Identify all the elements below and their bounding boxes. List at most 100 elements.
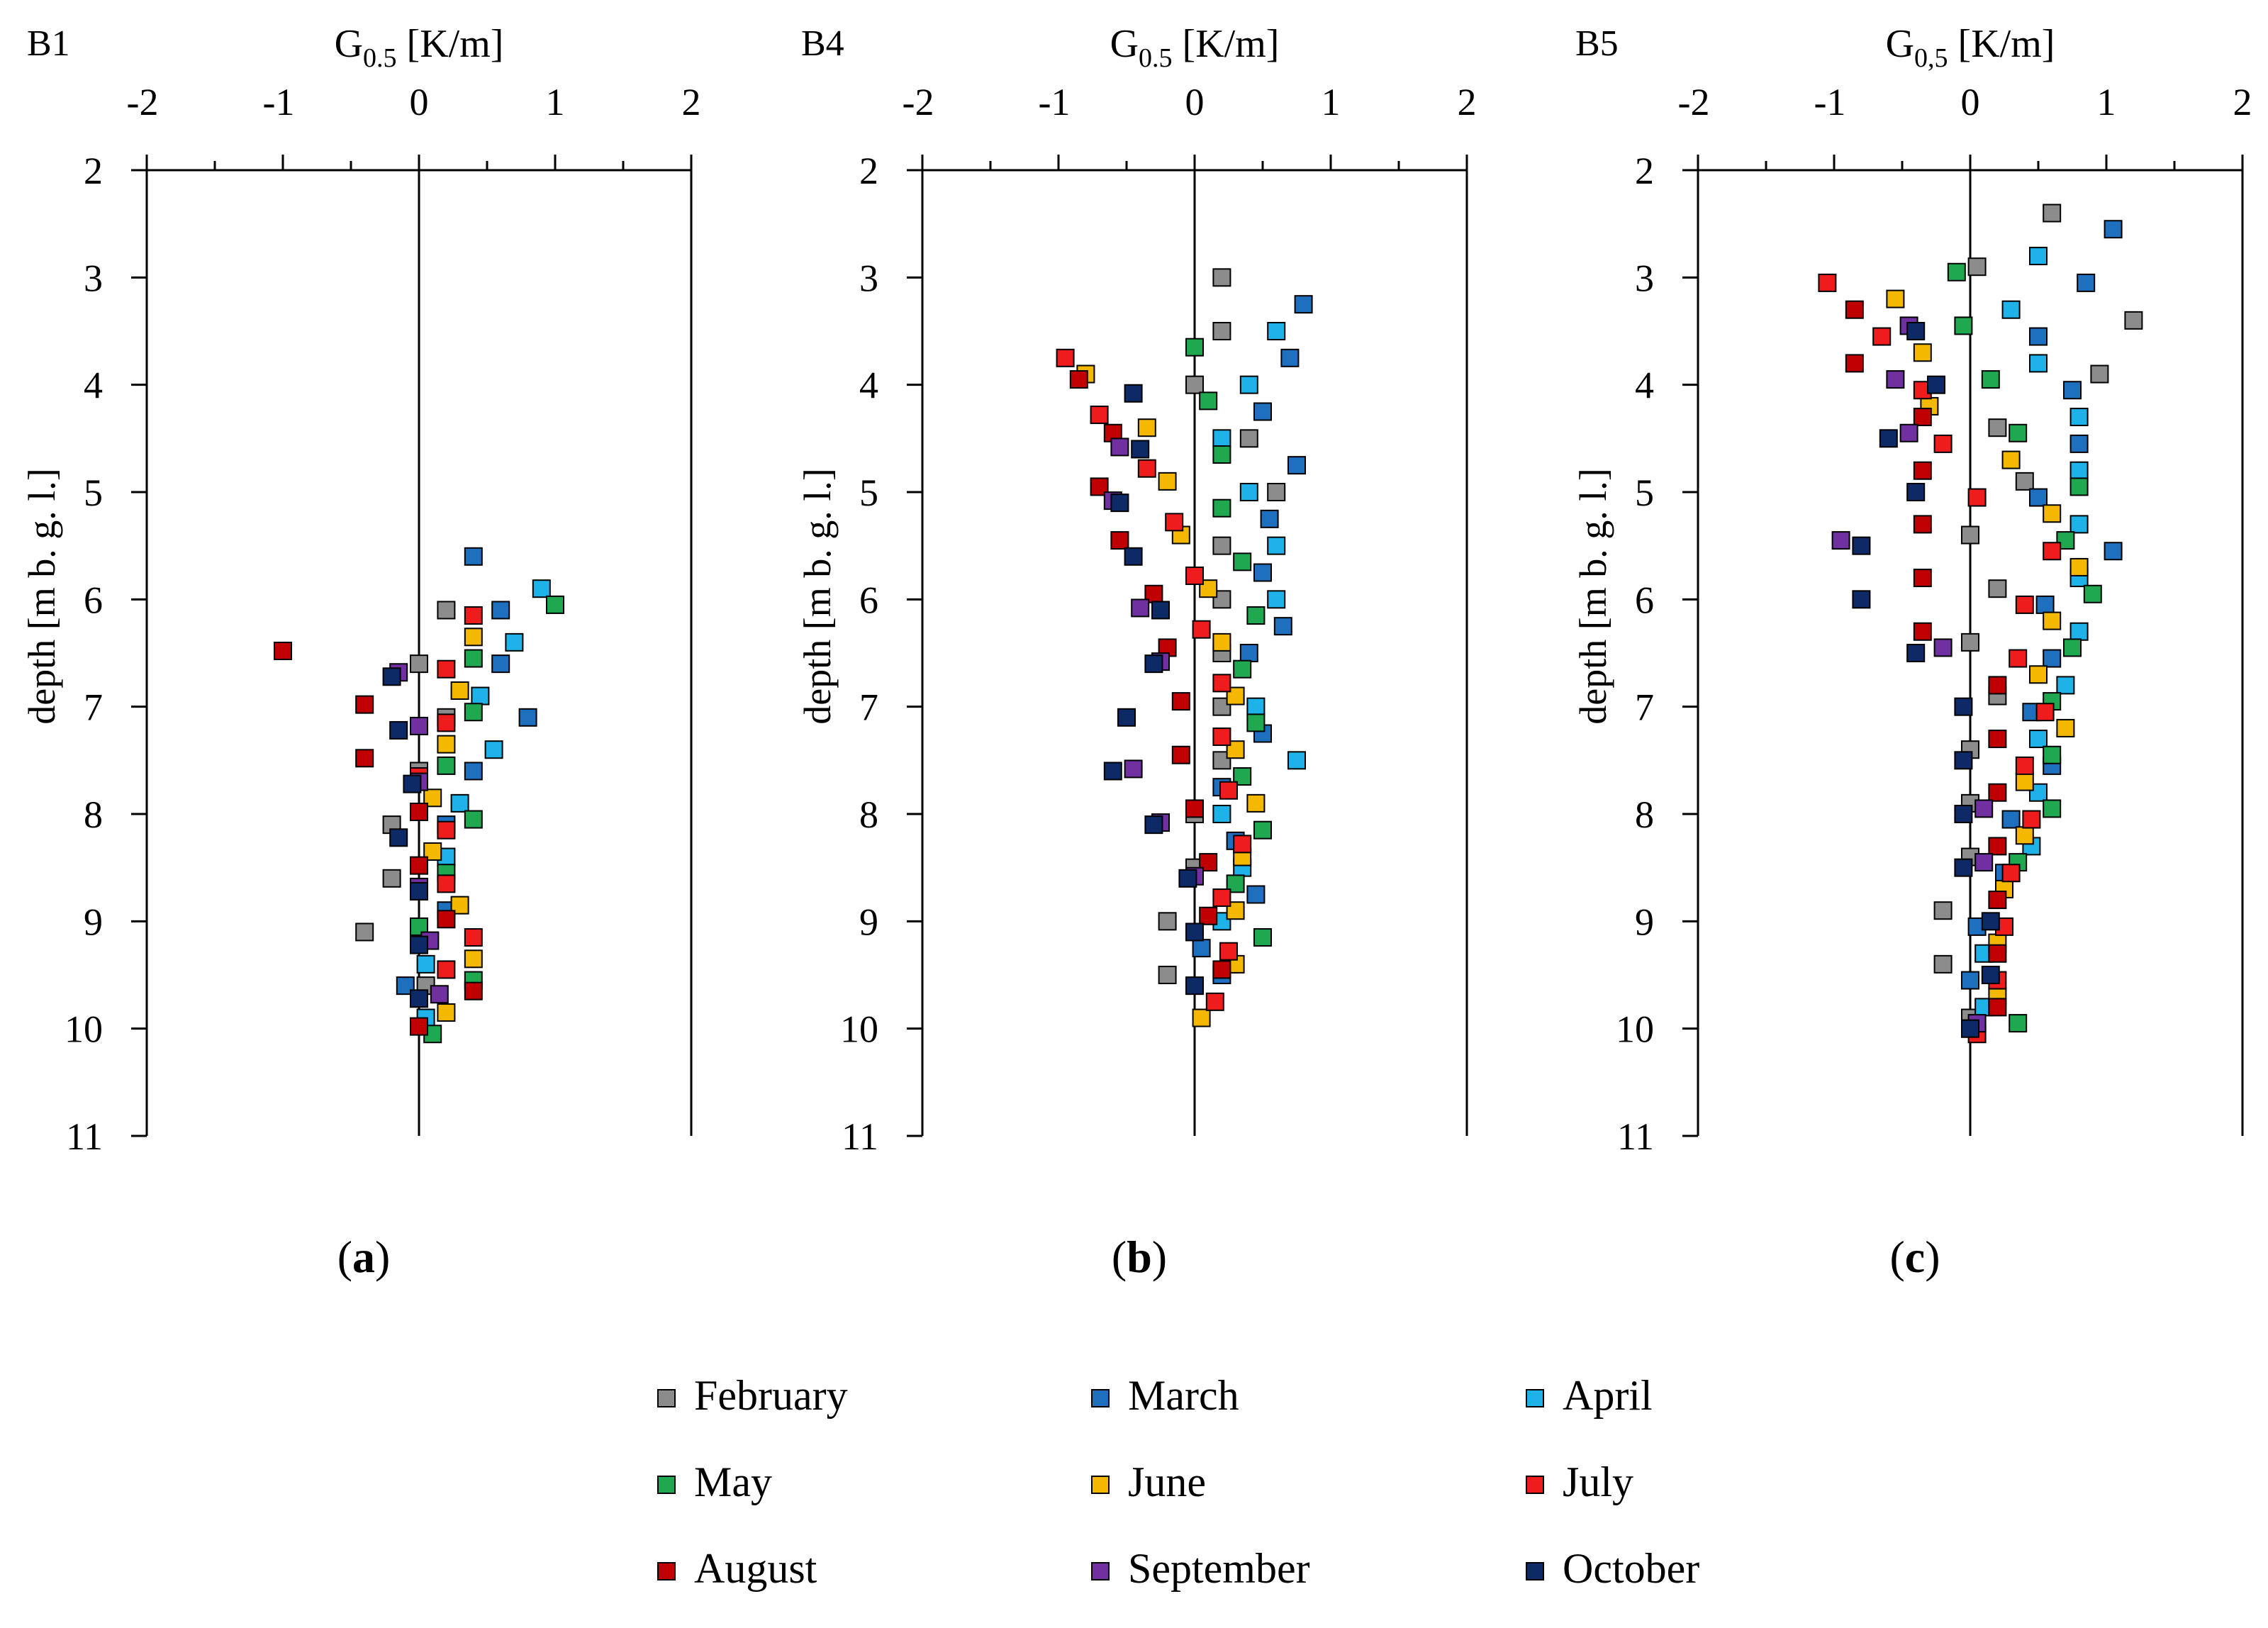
legend-item-september: September bbox=[1091, 1545, 1310, 1592]
data-point bbox=[1246, 793, 1266, 813]
data-point bbox=[518, 708, 537, 727]
x-axis-title-unit: [K/m] bbox=[1948, 22, 2055, 66]
y-tick-label: 2 bbox=[1635, 150, 1654, 192]
data-point bbox=[437, 659, 456, 679]
data-point bbox=[1137, 418, 1156, 437]
data-point bbox=[2069, 622, 2089, 641]
data-point bbox=[437, 820, 456, 840]
x-tick-label: -2 bbox=[127, 81, 159, 123]
data-point bbox=[1831, 531, 1850, 550]
legend-label: April bbox=[1563, 1372, 1653, 1419]
data-point bbox=[1954, 858, 1973, 877]
data-point bbox=[1280, 348, 1300, 367]
x-tick-label: -1 bbox=[1039, 81, 1071, 123]
x-axis-title: G0.5 [K/m] bbox=[1110, 22, 1280, 73]
data-point bbox=[2029, 247, 2048, 266]
y-axis-title: depth [m b. g. l.] bbox=[21, 468, 63, 724]
legend-marker bbox=[657, 1389, 676, 1407]
data-point bbox=[546, 595, 564, 614]
data-point bbox=[2083, 584, 2102, 603]
y-tick-label: 4 bbox=[84, 364, 103, 407]
data-point bbox=[2029, 488, 2048, 507]
x-axis-title-unit: [K/m] bbox=[1173, 22, 1280, 66]
data-point bbox=[2001, 810, 2021, 829]
legend-item-august: August bbox=[657, 1545, 817, 1592]
data-point bbox=[1239, 429, 1258, 448]
data-point bbox=[1192, 939, 1211, 958]
data-point bbox=[416, 954, 435, 974]
data-point bbox=[1981, 912, 2000, 931]
data-point bbox=[2063, 381, 2082, 400]
x-axis-title-subscript: 0,5 bbox=[1914, 43, 1948, 73]
data-point bbox=[464, 703, 483, 722]
data-point bbox=[1954, 697, 1973, 716]
series-october bbox=[382, 667, 428, 1008]
data-point bbox=[355, 922, 374, 942]
data-point bbox=[2015, 756, 2034, 775]
data-point bbox=[2069, 477, 2089, 496]
data-point bbox=[2015, 472, 2034, 491]
data-point bbox=[1988, 730, 2007, 749]
data-point bbox=[1233, 552, 1252, 572]
data-point bbox=[2090, 364, 2109, 384]
data-point bbox=[1933, 434, 1953, 453]
data-point bbox=[1212, 268, 1231, 287]
data-point bbox=[1961, 971, 1979, 990]
y-tick-label: 8 bbox=[1635, 793, 1654, 836]
data-point bbox=[1961, 632, 1979, 652]
data-point bbox=[1165, 513, 1184, 532]
data-point bbox=[1212, 445, 1231, 464]
data-point bbox=[2104, 220, 2123, 239]
data-point bbox=[2022, 810, 2041, 829]
data-point bbox=[1988, 418, 2007, 437]
data-point bbox=[410, 935, 428, 954]
data-point bbox=[1212, 674, 1231, 693]
series-april bbox=[1212, 322, 1306, 974]
y-tick-label: 7 bbox=[859, 686, 878, 729]
data-point bbox=[1199, 391, 1218, 411]
data-point bbox=[437, 713, 456, 732]
data-point bbox=[1886, 370, 1905, 389]
data-point bbox=[437, 960, 456, 979]
data-point bbox=[1185, 799, 1204, 818]
data-point bbox=[1069, 370, 1088, 389]
legend-item-march: March bbox=[1091, 1372, 1239, 1419]
data-point bbox=[1988, 783, 2007, 802]
data-point bbox=[1967, 488, 1987, 507]
data-point bbox=[464, 810, 483, 829]
data-point bbox=[1103, 762, 1122, 781]
data-point bbox=[1933, 954, 1953, 974]
chart-panel-b5: -2 -1 0 1 2 2 3 4 5 6 7 8 9 10 11 B5 G0,5 [K/m] depth [m … bbox=[1572, 22, 2252, 1282]
data-point bbox=[355, 749, 374, 768]
x-tick-label: 1 bbox=[1322, 81, 1341, 123]
legend-label: June bbox=[1128, 1459, 1206, 1505]
x-tick-label: 2 bbox=[682, 81, 701, 123]
x-axis-title-unit: [K/m] bbox=[397, 22, 504, 66]
y-tick-label: 4 bbox=[1635, 364, 1654, 407]
data-point bbox=[355, 695, 374, 714]
y-tick-label: 6 bbox=[84, 579, 103, 621]
data-point bbox=[1886, 289, 1905, 308]
data-point bbox=[450, 793, 469, 813]
data-point bbox=[1988, 998, 2007, 1017]
y-axis-title: depth [m b. g. l.] bbox=[796, 468, 839, 724]
data-point bbox=[1151, 601, 1170, 620]
data-point bbox=[1913, 343, 1932, 362]
data-point bbox=[464, 649, 483, 668]
data-point bbox=[437, 601, 456, 620]
data-point bbox=[2001, 864, 2021, 883]
data-point bbox=[1253, 820, 1272, 840]
y-tick-label: 5 bbox=[84, 472, 103, 514]
data-point bbox=[1178, 869, 1197, 888]
data-point bbox=[1879, 429, 1898, 448]
data-point bbox=[2015, 826, 2034, 845]
data-point bbox=[1273, 617, 1292, 636]
data-point bbox=[1185, 375, 1204, 394]
data-point bbox=[437, 1003, 456, 1022]
data-point bbox=[464, 981, 483, 1000]
data-point bbox=[1212, 888, 1231, 908]
y-tick-label: 2 bbox=[84, 150, 103, 192]
data-point bbox=[1212, 536, 1231, 555]
x-tick-label: -2 bbox=[903, 81, 934, 123]
